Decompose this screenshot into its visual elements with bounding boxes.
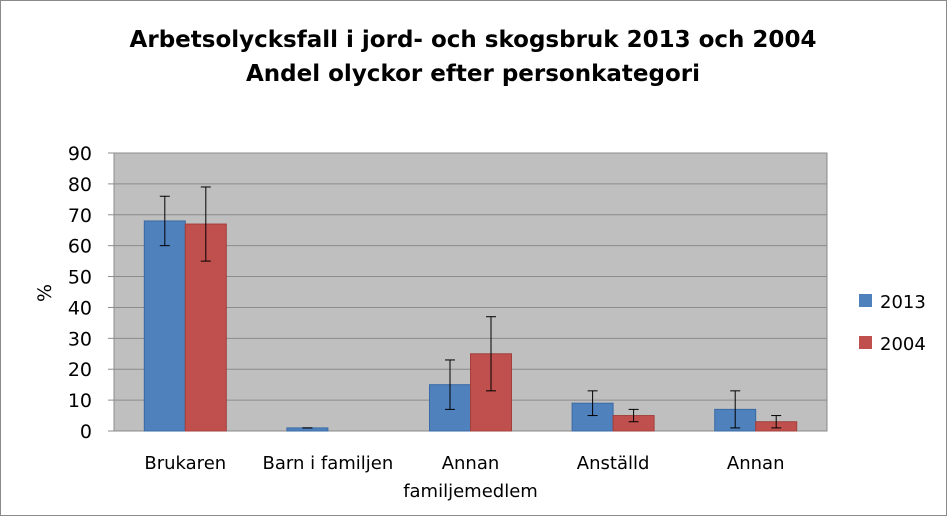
error-bar-2013-2	[445, 359, 455, 410]
category-label: Annan	[727, 453, 785, 474]
error-bars	[159, 186, 782, 429]
y-tick-label: 30	[68, 328, 92, 350]
y-tick-label: 10	[68, 390, 92, 412]
error-bar-2004-0	[200, 186, 211, 262]
bars	[143, 220, 798, 432]
category-labels: Brukaren Barn i familjen Annan familjemedle…	[144, 453, 784, 502]
y-tick-label: 40	[68, 297, 92, 319]
y-tick-label: 0	[80, 421, 92, 443]
y-tick-label: 90	[68, 143, 92, 165]
legend-swatch-2013	[859, 294, 872, 307]
bar-2013-0	[143, 220, 186, 432]
legend-label-2013: 2013	[880, 292, 926, 313]
y-tick-label: 70	[68, 205, 92, 227]
y-tick-label: 20	[68, 359, 92, 381]
error-bar-2004-3	[628, 408, 639, 423]
chart-title: Arbetsolycksfall i jord- och skogsbruk 2…	[130, 27, 817, 53]
y-tick-label: 50	[68, 267, 92, 289]
y-tick-labels: 0 10 20 30 40 50 60 70 80 90	[68, 143, 92, 443]
category-label: Brukaren	[144, 453, 226, 474]
error-bar-2004-4	[771, 415, 782, 429]
category-label: Anställd	[577, 453, 650, 474]
legend-label-2004: 2004	[880, 334, 926, 355]
grid-lines	[108, 152, 827, 432]
error-bar-2013-3	[587, 390, 598, 417]
error-bar-2004-2	[486, 316, 496, 392]
error-bar-2013-4	[730, 390, 741, 429]
y-axis-title: %	[34, 284, 56, 302]
legend-swatch-2004	[859, 336, 872, 349]
category-label: Annan	[442, 453, 500, 474]
category-label: Barn i familjen	[263, 453, 394, 474]
error-bar-2013-0	[159, 195, 170, 247]
category-label: familjemedlem	[403, 481, 538, 502]
legend: 2013 2004	[859, 292, 926, 355]
y-tick-label: 60	[68, 236, 92, 258]
y-tick-label: 80	[68, 174, 92, 196]
chart-subtitle: Andel olyckor efter personkategori	[246, 61, 700, 87]
